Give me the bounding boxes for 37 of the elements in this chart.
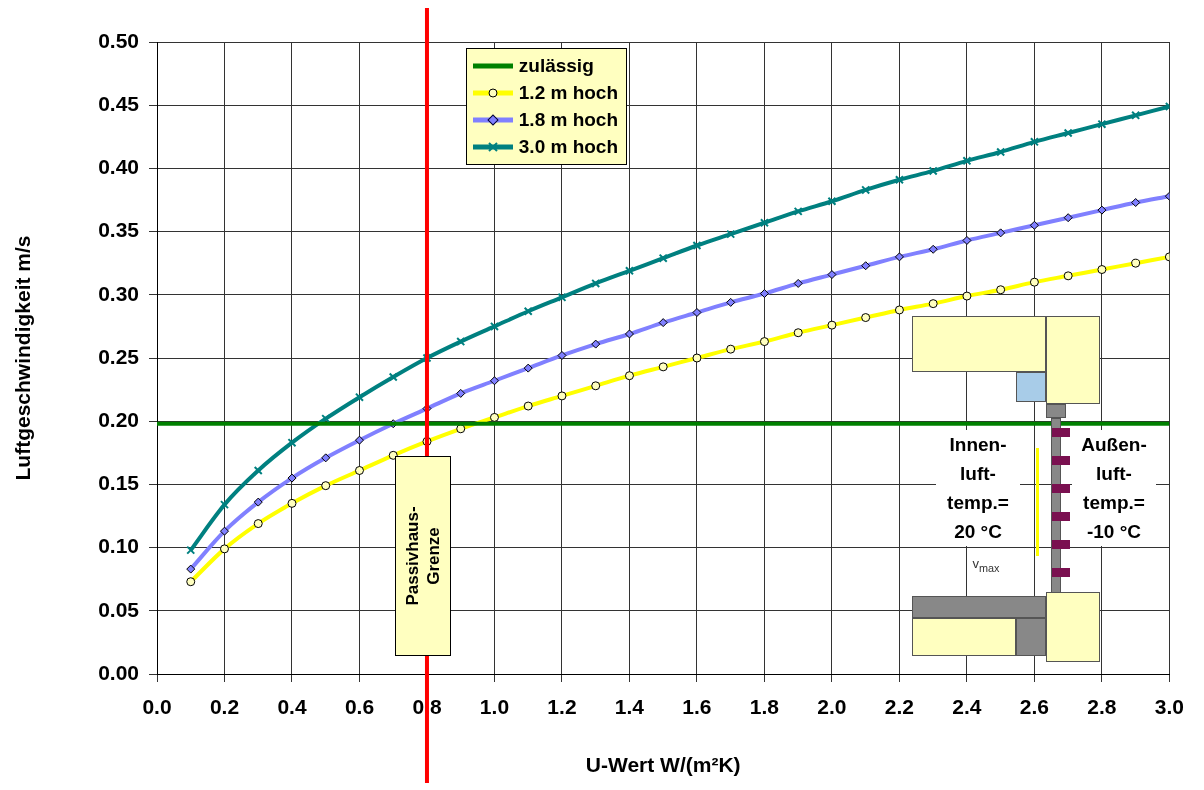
y-tick-label: 0.35 <box>98 218 140 242</box>
x-tick-label: 1.8 <box>749 695 780 719</box>
x-tick-label: 2.2 <box>884 695 915 719</box>
x-tick-label: 2.4 <box>952 695 982 719</box>
y-tick-label: 0.20 <box>98 408 139 431</box>
y-tick-label: 0.10 <box>98 534 139 558</box>
y-tick-label: 0.25 <box>98 344 140 368</box>
label-box: Passivhaus-Grenze <box>394 456 451 656</box>
x-tick-label: 3.0 <box>1154 695 1185 719</box>
y-tick-label: 0.45 <box>98 92 140 115</box>
x-tick-label: 2.6 <box>1019 695 1050 719</box>
legend-label: 1.2 m hoch <box>518 81 619 105</box>
x-tick-label: 1.0 <box>479 695 510 719</box>
legend-label: 3.0 m hoch <box>518 135 619 159</box>
x-tick-label: 1.4 <box>614 695 645 719</box>
y-tick-label: 0.30 <box>98 281 139 305</box>
y-tick-label: 0.15 <box>98 471 140 495</box>
ref-line-label: Passivhaus-Grenze <box>402 506 444 606</box>
x-tick-label: 1.2 <box>547 695 577 719</box>
x-tick-label: 0.2 <box>209 695 240 719</box>
y-tick-label: 0.05 <box>98 597 140 621</box>
x-tick-label: 2.8 <box>1087 695 1117 719</box>
x-tick-label: 0.6 <box>344 695 375 719</box>
x-axis-title: U-Wert W/(m²K) <box>585 753 741 777</box>
x-tick-label: 2.0 <box>817 695 847 719</box>
legend-label: 1.8 m hoch <box>518 108 619 132</box>
y-tick-label: 0.40 <box>98 155 139 179</box>
y-tick-label: 0.50 <box>98 28 139 52</box>
x-tick-label: 0.0 <box>142 695 172 719</box>
annotation: Innen-luft-temp.= 20 °C <box>936 430 1020 546</box>
annotation: Außen-luft-temp.= -10 °C <box>1072 430 1156 546</box>
annotation: v$_{max}$ <box>971 556 1001 576</box>
x-tick-label: 0.4 <box>277 695 307 719</box>
x-tick-label: 1.6 <box>682 695 712 719</box>
y-tick-label: 0.00 <box>98 660 139 684</box>
y-axis-title: Luftgeschwindigkeit m/s <box>11 235 35 481</box>
legend-label: zulässig <box>518 54 594 78</box>
